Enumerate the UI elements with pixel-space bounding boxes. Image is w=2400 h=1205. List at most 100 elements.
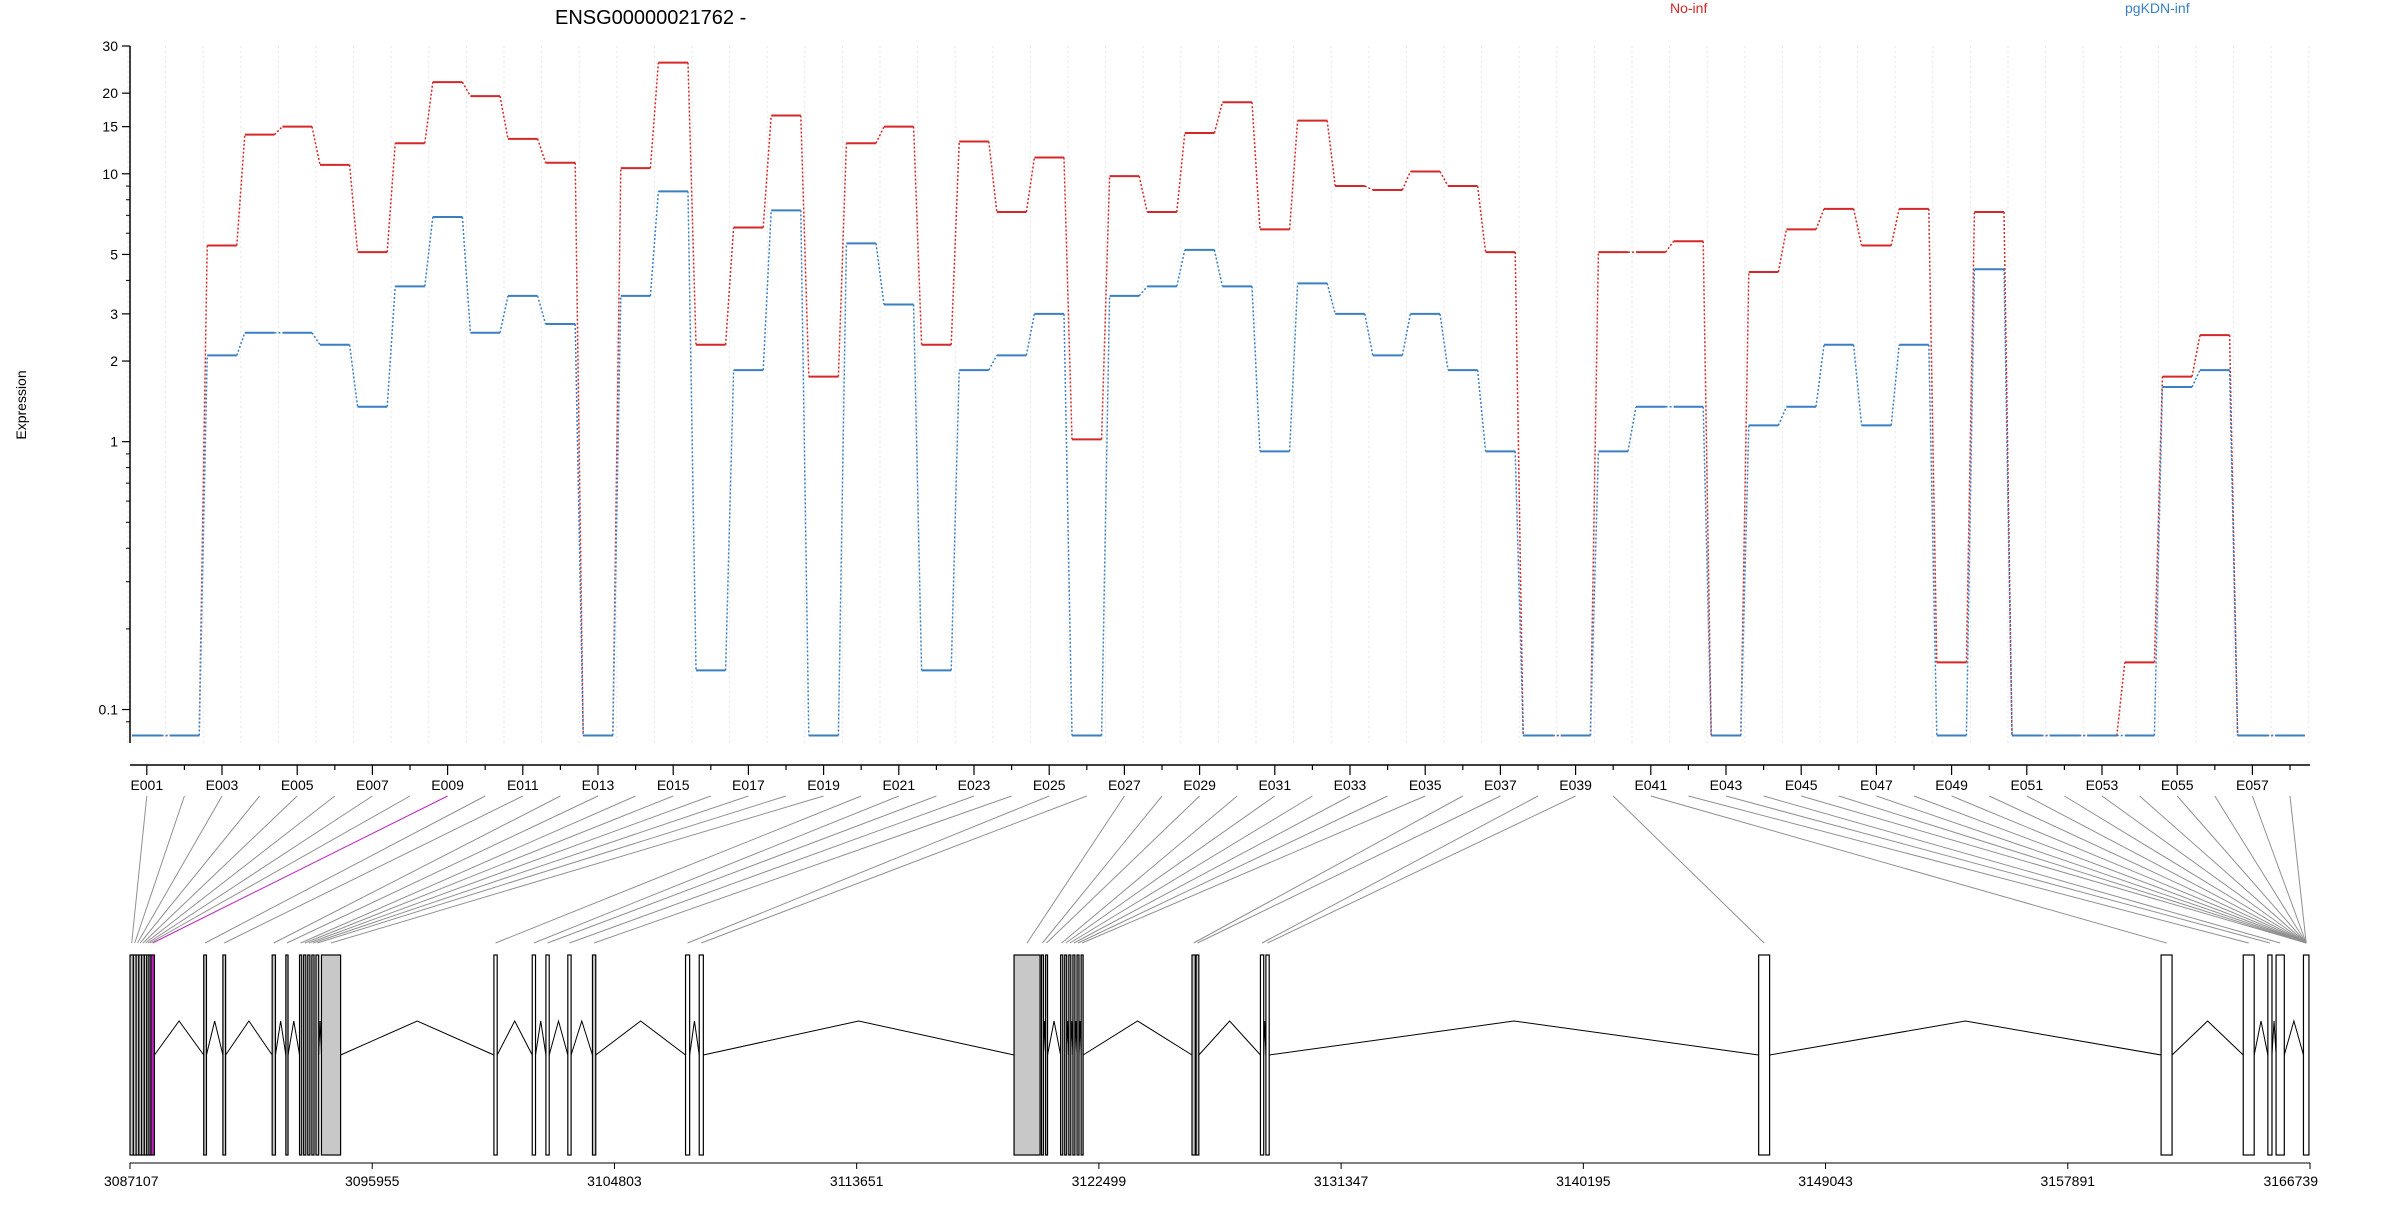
series-link bbox=[1589, 252, 1600, 736]
intron-line bbox=[535, 1020, 547, 1056]
genomic-tick-label: 3095955 bbox=[345, 1173, 400, 1189]
exon-tick-label: E041 bbox=[1634, 777, 1667, 793]
exon-block bbox=[545, 954, 550, 1156]
series-pgkdn-inf bbox=[132, 190, 2305, 737]
y-tick-label: 3 bbox=[110, 306, 118, 322]
series-link bbox=[762, 115, 772, 228]
genomic-axis: 3087107 3095955 3104803 3113651 3122499 31313… bbox=[104, 1162, 2318, 1189]
series-link bbox=[612, 168, 622, 736]
exon-connector bbox=[300, 795, 636, 944]
exon-connector bbox=[1197, 795, 1501, 944]
exon-tick-label: E005 bbox=[281, 777, 314, 793]
exon-tick-label: E055 bbox=[2161, 777, 2194, 793]
exon-tick-label: E043 bbox=[1710, 777, 1743, 793]
exon-block bbox=[271, 954, 277, 1156]
series-link bbox=[2116, 662, 2126, 736]
intron-line bbox=[154, 1020, 205, 1056]
exon-connector bbox=[2214, 795, 2307, 944]
intron-line bbox=[703, 1020, 1015, 1056]
series-link bbox=[499, 95, 509, 140]
exon-connector bbox=[1046, 795, 1200, 944]
exon-connector bbox=[547, 795, 937, 944]
exon-tick-label: E025 bbox=[1033, 777, 1066, 793]
exon-tick-label: E047 bbox=[1860, 777, 1893, 793]
exon-block bbox=[2160, 954, 2173, 1156]
series-link bbox=[386, 286, 396, 407]
exon-connector bbox=[687, 795, 1050, 944]
y-axis: 0.1 1 2 3 5 10 15 20 30 bbox=[99, 38, 131, 743]
exon-block bbox=[203, 954, 208, 1156]
series-link bbox=[536, 295, 547, 325]
intron-line bbox=[2271, 1020, 2277, 1056]
exon-block bbox=[698, 954, 704, 1156]
exon-connector bbox=[145, 795, 336, 944]
genomic-tick-label: 3131347 bbox=[1314, 1173, 1369, 1189]
genomic-tick-label: 3140195 bbox=[1556, 1173, 1611, 1189]
series-link bbox=[348, 344, 359, 407]
series-link bbox=[1401, 171, 1412, 191]
y-tick-label: 2 bbox=[110, 353, 118, 369]
exon-connector bbox=[2026, 795, 2307, 944]
genomic-tick-label: 3157891 bbox=[2041, 1173, 2096, 1189]
exon-block bbox=[320, 954, 342, 1156]
exon-connector bbox=[317, 795, 787, 944]
intron-line bbox=[274, 1020, 287, 1056]
exon-tick-label: E023 bbox=[958, 777, 991, 793]
exon-tick-label: E045 bbox=[1785, 777, 1818, 793]
exon-connector bbox=[1876, 795, 2307, 944]
y-tick-label: 15 bbox=[102, 119, 118, 135]
exon-connector bbox=[330, 795, 824, 944]
exon-connector bbox=[2251, 795, 2307, 944]
exon-connector bbox=[495, 795, 862, 944]
series-link bbox=[2003, 269, 2013, 736]
series-link bbox=[1251, 102, 1261, 230]
intron-line bbox=[595, 1020, 686, 1056]
exon-connectors bbox=[131, 795, 2307, 944]
series-link bbox=[687, 191, 697, 671]
intron-line bbox=[496, 1019, 533, 1056]
exon-connector bbox=[149, 795, 411, 944]
intron-line bbox=[1269, 1020, 1759, 1056]
series-link bbox=[1364, 185, 1374, 191]
exon-block bbox=[684, 954, 691, 1156]
series-link bbox=[800, 115, 810, 377]
series-link bbox=[1589, 451, 1600, 736]
series-link bbox=[1514, 451, 1524, 736]
exon-tick-label: E013 bbox=[582, 777, 615, 793]
series-link bbox=[2228, 370, 2239, 736]
exon-tick-label: E019 bbox=[807, 777, 840, 793]
genomic-tick-label: 3113651 bbox=[830, 1173, 884, 1189]
exon-block bbox=[1259, 954, 1265, 1156]
exon-tick-label: E033 bbox=[1334, 777, 1367, 793]
exon-block bbox=[1059, 954, 1064, 1156]
series-link bbox=[536, 138, 547, 163]
series-link bbox=[1702, 406, 1712, 736]
exon-tick-label: E031 bbox=[1258, 777, 1291, 793]
intron-line bbox=[1082, 1020, 1193, 1056]
exon-block bbox=[1072, 954, 1076, 1156]
exon-tick-label: E057 bbox=[2236, 777, 2269, 793]
exon-connector bbox=[139, 795, 260, 944]
exon-connector bbox=[131, 795, 148, 944]
exon-connector bbox=[1193, 795, 1464, 944]
genomic-tick-label: 3104803 bbox=[587, 1173, 642, 1189]
exon-connector bbox=[1838, 795, 2307, 944]
exon-block bbox=[298, 954, 303, 1156]
y-tick-label: 1 bbox=[110, 434, 118, 450]
series-link bbox=[1476, 370, 1487, 452]
exon-connector bbox=[2289, 795, 2307, 944]
series-link bbox=[950, 141, 960, 345]
series-link bbox=[649, 62, 660, 169]
series-link bbox=[348, 164, 359, 253]
series-link bbox=[1326, 283, 1336, 315]
exon-connector bbox=[2101, 795, 2307, 944]
exon-connector bbox=[1077, 795, 1388, 944]
exon-block bbox=[307, 954, 311, 1156]
exon-block bbox=[1076, 954, 1080, 1156]
series-link bbox=[311, 126, 321, 166]
series-link bbox=[1288, 283, 1299, 452]
exon-connector bbox=[2176, 795, 2307, 944]
series-link bbox=[724, 370, 735, 671]
exon-connector bbox=[1688, 795, 2249, 944]
